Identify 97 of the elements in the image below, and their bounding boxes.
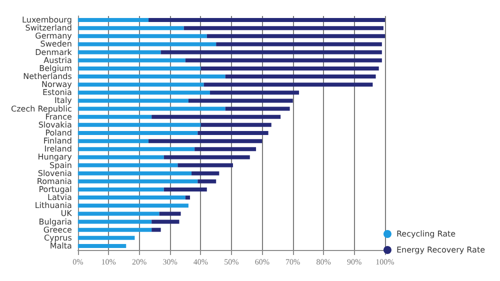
bar: [206, 34, 385, 38]
x-tick-label: 0%: [72, 258, 84, 266]
x-tick-label: 40%: [193, 258, 208, 266]
y-tick-label: UK: [60, 209, 73, 218]
bar: [78, 90, 210, 95]
y-tick-label: Austria: [44, 56, 72, 65]
bar: [78, 155, 164, 160]
y-tick-label: Latvia: [48, 193, 72, 202]
bar: [78, 82, 204, 87]
y-tick-label: Lithuania: [34, 201, 72, 210]
y-tick-label: Luxembourg: [22, 16, 72, 25]
bar: [152, 114, 281, 119]
y-tick-label: Poland: [45, 128, 72, 138]
legend-label: Recycling Rate: [396, 230, 456, 238]
y-tick-label: Cyprus: [44, 233, 72, 242]
legend-label: Energy Recovery Rate: [396, 246, 486, 254]
bar: [78, 106, 226, 111]
bar: [78, 26, 184, 30]
bar: [78, 66, 201, 70]
bar: [78, 179, 198, 184]
bar: [192, 171, 220, 176]
bar: [78, 122, 201, 127]
x-tick-label: 20%: [132, 258, 147, 266]
bar: [225, 106, 290, 111]
y-tick-label: Slovakia: [38, 120, 72, 130]
bar: [160, 50, 382, 54]
bar: [148, 18, 385, 22]
bar: [194, 147, 256, 152]
bar: [78, 171, 192, 176]
bar: [78, 139, 149, 144]
bar: [78, 98, 188, 103]
bar: [78, 18, 149, 22]
bar: [159, 212, 181, 216]
bar: [148, 139, 262, 144]
y-tick-label: Slovenia: [38, 168, 72, 178]
bar: [78, 236, 135, 240]
bar: [164, 187, 207, 192]
y-tick-label: Switzerland: [25, 24, 72, 33]
bar: [78, 204, 188, 208]
bar: [78, 163, 178, 168]
bar: [152, 228, 161, 232]
bar: [78, 42, 216, 46]
y-tick-label: Italy: [54, 96, 72, 106]
bar: [78, 131, 198, 135]
y-tick-label: Netherlands: [23, 72, 72, 82]
y-tick-label: Germany: [35, 32, 72, 41]
y-tick-label: Spain: [50, 160, 72, 170]
x-tick-label: 10%: [101, 258, 116, 266]
y-tick-label: Estonia: [42, 88, 72, 98]
x-tick-label: 60%: [254, 258, 270, 266]
x-tick-label: 30%: [162, 258, 178, 266]
y-tick-label: Bulgaria: [38, 217, 72, 226]
bar: [78, 212, 160, 216]
bar: [198, 179, 216, 184]
bar: [78, 50, 161, 54]
bar: [188, 98, 293, 103]
bar: [164, 155, 250, 160]
y-tick-label: Sweden: [40, 40, 72, 49]
x-tick-label: 50%: [224, 258, 240, 266]
bar: [78, 196, 186, 200]
bar: [152, 220, 180, 224]
y-tick-label: Romania: [36, 176, 72, 186]
y-tick-label: Malta: [50, 241, 72, 250]
x-tick-label: 70%: [286, 258, 301, 266]
y-tick-label: Hungary: [38, 152, 72, 162]
x-tick-label: 80%: [316, 258, 332, 266]
bar: [78, 74, 226, 79]
bar: [200, 122, 272, 127]
x-tick-label: 100%: [376, 258, 395, 266]
bar: [200, 66, 379, 70]
bar: [210, 90, 300, 95]
bar: [78, 58, 186, 62]
bar: [198, 131, 268, 135]
y-tick-label: Greece: [43, 225, 72, 234]
y-tick-label: France: [45, 112, 72, 122]
bar: [78, 187, 164, 192]
y-tick-label: Denmark: [35, 48, 72, 57]
bar: [185, 58, 382, 62]
bar: [78, 114, 152, 119]
bar: [78, 244, 126, 248]
x-tick-label: 90%: [346, 258, 362, 266]
y-tick-label: Norway: [42, 80, 72, 90]
bar: [216, 42, 382, 46]
bar: [78, 228, 152, 232]
bar: [225, 74, 376, 79]
y-tick-label: Ireland: [44, 144, 72, 154]
y-tick-label: Portugal: [38, 184, 72, 194]
y-tick-label: Belgium: [39, 64, 72, 73]
bar: [184, 26, 384, 30]
bar: [78, 220, 152, 224]
bar: [204, 82, 373, 87]
bar: [78, 34, 207, 38]
y-tick-label: Czech Republic: [10, 104, 72, 114]
bar: [178, 163, 233, 168]
bar: [185, 196, 190, 200]
y-tick-label: Finland: [43, 136, 72, 146]
bar: [78, 147, 195, 152]
